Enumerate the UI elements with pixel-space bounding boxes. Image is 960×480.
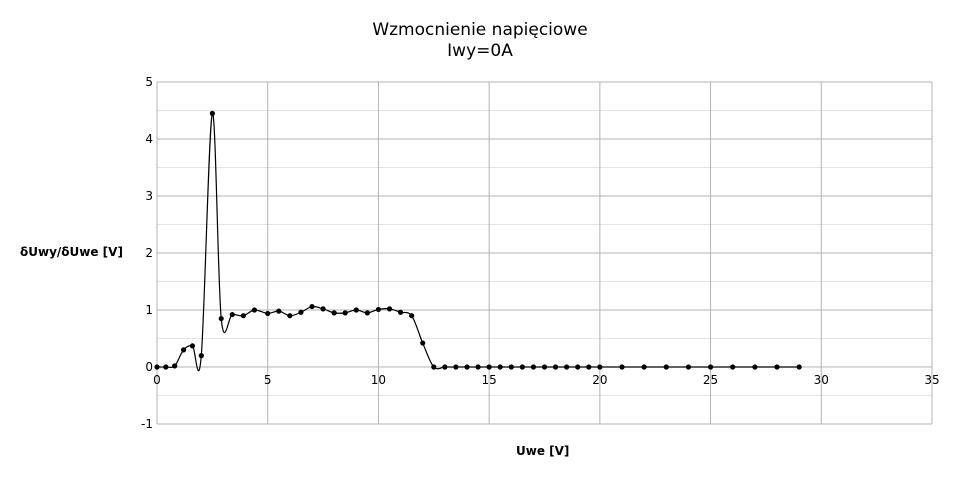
x-tick-label: 5 — [264, 373, 272, 387]
data-point — [154, 364, 160, 370]
data-point — [564, 364, 570, 370]
y-tick-label: 1 — [145, 303, 153, 317]
data-point — [453, 364, 459, 370]
x-tick-label: 15 — [482, 373, 497, 387]
y-tick-label: -1 — [141, 417, 153, 431]
data-point — [420, 340, 426, 346]
data-point — [530, 364, 537, 370]
data-point — [519, 364, 525, 370]
y-tick-label: 3 — [145, 189, 153, 203]
data-point — [663, 364, 669, 370]
y-tick-label: 4 — [145, 132, 153, 146]
data-point — [331, 310, 337, 316]
data-point — [619, 364, 625, 370]
y-tick-label: 5 — [145, 75, 153, 89]
data-point — [774, 364, 780, 370]
data-point — [508, 364, 514, 370]
data-point — [707, 364, 714, 370]
chart-title: Wzmocnienie napięciowe — [372, 20, 588, 40]
data-point — [685, 364, 692, 370]
data-point — [172, 363, 178, 369]
data-point — [320, 306, 326, 312]
data-point — [497, 364, 503, 370]
x-tick-label: 25 — [703, 373, 718, 387]
series-group — [154, 110, 802, 372]
x-axis-label: Uwe [V] — [516, 444, 570, 458]
data-point — [386, 306, 393, 312]
data-point — [364, 310, 370, 316]
data-point — [276, 308, 282, 314]
data-point — [265, 310, 271, 317]
data-point — [586, 364, 592, 370]
data-point — [431, 364, 437, 370]
data-point — [353, 307, 359, 313]
data-point — [475, 364, 481, 370]
x-tick-label: 10 — [371, 373, 386, 387]
data-point — [163, 364, 169, 370]
y-tick-label: 0 — [145, 360, 153, 374]
data-point — [464, 364, 470, 370]
data-point — [218, 315, 224, 322]
data-point — [409, 313, 415, 319]
data-point — [229, 311, 235, 318]
x-tick-label: 20 — [592, 373, 607, 387]
data-point — [180, 347, 187, 353]
data-point — [309, 303, 315, 310]
data-point — [597, 364, 603, 370]
x-tick-label: 0 — [153, 373, 161, 387]
data-point — [298, 309, 304, 315]
data-point — [442, 364, 448, 370]
data-point — [486, 364, 492, 370]
data-point — [641, 364, 647, 370]
data-point — [730, 364, 736, 370]
data-point — [375, 306, 382, 313]
data-point — [397, 309, 404, 315]
data-point — [541, 364, 548, 370]
data-point — [575, 364, 581, 370]
data-point — [796, 364, 802, 370]
chart-subtitle: Iwy=0A — [447, 41, 513, 61]
data-point — [240, 313, 246, 319]
y-axis-label: δUwy/δUwe [V] — [20, 245, 123, 259]
data-point — [342, 310, 348, 316]
data-point — [209, 110, 215, 116]
tick-labels: -1 0 1 2 3 4 5 0 5 10 15 20 25 30 35 — [141, 75, 940, 431]
data-point — [552, 364, 559, 370]
data-point — [198, 353, 204, 359]
x-tick-label: 30 — [814, 373, 829, 387]
x-tick-label: 35 — [924, 373, 939, 387]
y-tick-label: 2 — [145, 246, 153, 260]
data-point — [287, 313, 293, 319]
data-point — [189, 343, 196, 349]
data-point — [752, 364, 758, 370]
series-line — [156, 112, 800, 372]
data-point — [251, 307, 258, 313]
